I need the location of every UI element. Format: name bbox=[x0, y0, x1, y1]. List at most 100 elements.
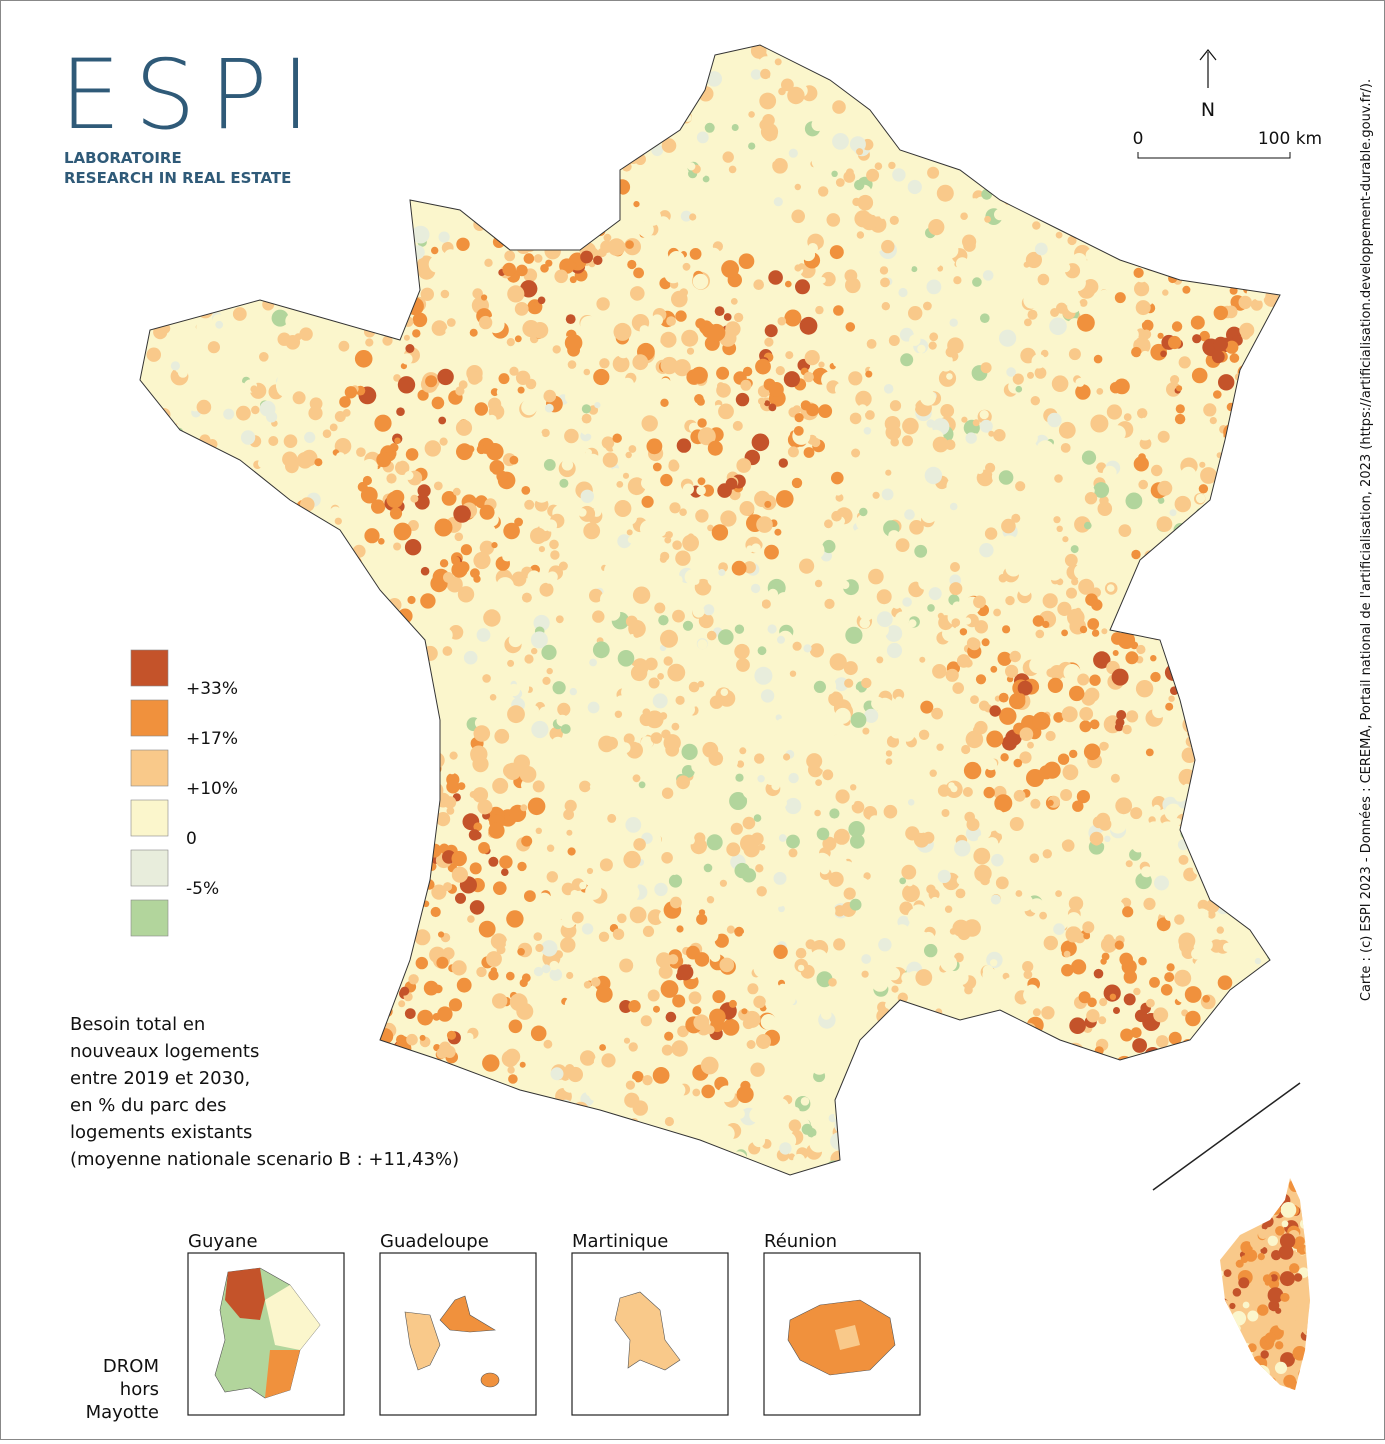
commune bbox=[860, 982, 870, 992]
commune bbox=[836, 450, 842, 456]
commune bbox=[1005, 978, 1014, 987]
commune bbox=[432, 397, 445, 410]
commune bbox=[718, 1125, 735, 1142]
commune bbox=[833, 458, 839, 464]
commune bbox=[524, 500, 534, 510]
commune bbox=[559, 1048, 572, 1061]
commune bbox=[534, 254, 543, 263]
commune bbox=[524, 253, 535, 264]
commune bbox=[596, 986, 613, 1003]
commune bbox=[886, 750, 892, 756]
commune bbox=[410, 495, 418, 503]
commune bbox=[1006, 269, 1015, 278]
commune bbox=[669, 874, 682, 887]
commune bbox=[746, 545, 753, 552]
commune bbox=[963, 787, 973, 797]
commune bbox=[964, 762, 981, 779]
commune bbox=[836, 732, 849, 745]
commune bbox=[1090, 468, 1097, 475]
commune bbox=[959, 903, 970, 914]
commune bbox=[444, 1046, 456, 1058]
commune bbox=[665, 743, 679, 757]
commune bbox=[1028, 880, 1039, 891]
commune bbox=[902, 418, 919, 435]
commune bbox=[969, 574, 979, 584]
commune bbox=[805, 209, 811, 215]
commune bbox=[550, 550, 559, 559]
commune bbox=[532, 392, 539, 399]
commune bbox=[618, 527, 625, 534]
commune bbox=[1015, 908, 1023, 916]
commune bbox=[568, 624, 580, 636]
commune bbox=[908, 799, 915, 806]
commune bbox=[647, 638, 654, 645]
commune bbox=[1099, 742, 1108, 751]
commune bbox=[1213, 390, 1222, 399]
commune bbox=[548, 1002, 556, 1010]
commune bbox=[736, 598, 744, 606]
commune bbox=[1046, 731, 1056, 741]
commune bbox=[1195, 958, 1210, 973]
commune bbox=[895, 612, 910, 627]
commune bbox=[201, 417, 210, 426]
commune bbox=[940, 359, 952, 371]
commune bbox=[999, 574, 1008, 583]
commune bbox=[1152, 705, 1166, 719]
commune bbox=[583, 523, 600, 540]
commune bbox=[1065, 554, 1078, 567]
commune bbox=[772, 683, 781, 692]
commune bbox=[795, 886, 803, 894]
commune bbox=[749, 922, 765, 938]
commune bbox=[1072, 801, 1083, 812]
commune bbox=[603, 763, 619, 779]
commune bbox=[295, 333, 302, 340]
commune bbox=[1029, 657, 1045, 673]
commune bbox=[662, 229, 669, 236]
commune bbox=[452, 867, 468, 883]
commune bbox=[703, 803, 715, 815]
commune bbox=[676, 805, 687, 816]
commune bbox=[1196, 494, 1205, 503]
commune bbox=[797, 601, 814, 618]
commune bbox=[1149, 853, 1164, 868]
commune bbox=[1016, 693, 1025, 702]
commune bbox=[840, 756, 857, 773]
commune bbox=[791, 210, 805, 224]
commune bbox=[893, 152, 901, 160]
commune bbox=[811, 438, 820, 447]
commune bbox=[708, 441, 723, 456]
commune bbox=[1175, 496, 1191, 512]
commune bbox=[674, 847, 683, 856]
commune bbox=[1131, 347, 1141, 357]
commune bbox=[932, 565, 939, 572]
commune bbox=[1141, 418, 1147, 424]
commune bbox=[789, 1015, 802, 1028]
commune bbox=[447, 1031, 456, 1040]
commune bbox=[786, 835, 800, 849]
commune bbox=[708, 324, 726, 342]
commune bbox=[668, 954, 678, 964]
commune bbox=[646, 174, 653, 181]
commune bbox=[378, 538, 385, 545]
commune bbox=[541, 645, 556, 660]
commune bbox=[697, 639, 707, 649]
commune bbox=[891, 884, 900, 893]
commune bbox=[1164, 972, 1174, 982]
commune bbox=[544, 1040, 553, 1049]
commune bbox=[765, 998, 777, 1010]
commune bbox=[560, 937, 575, 952]
commune bbox=[955, 297, 964, 306]
commune bbox=[1082, 921, 1094, 933]
commune bbox=[1069, 686, 1084, 701]
commune bbox=[533, 780, 545, 792]
commune bbox=[1089, 868, 1101, 880]
commune bbox=[701, 1057, 719, 1075]
commune bbox=[895, 924, 909, 938]
commune bbox=[813, 287, 829, 303]
commune bbox=[1024, 319, 1032, 327]
commune bbox=[531, 1026, 547, 1042]
commune bbox=[834, 487, 842, 495]
commune bbox=[672, 995, 685, 1008]
commune bbox=[773, 945, 787, 959]
commune bbox=[1156, 1035, 1169, 1048]
